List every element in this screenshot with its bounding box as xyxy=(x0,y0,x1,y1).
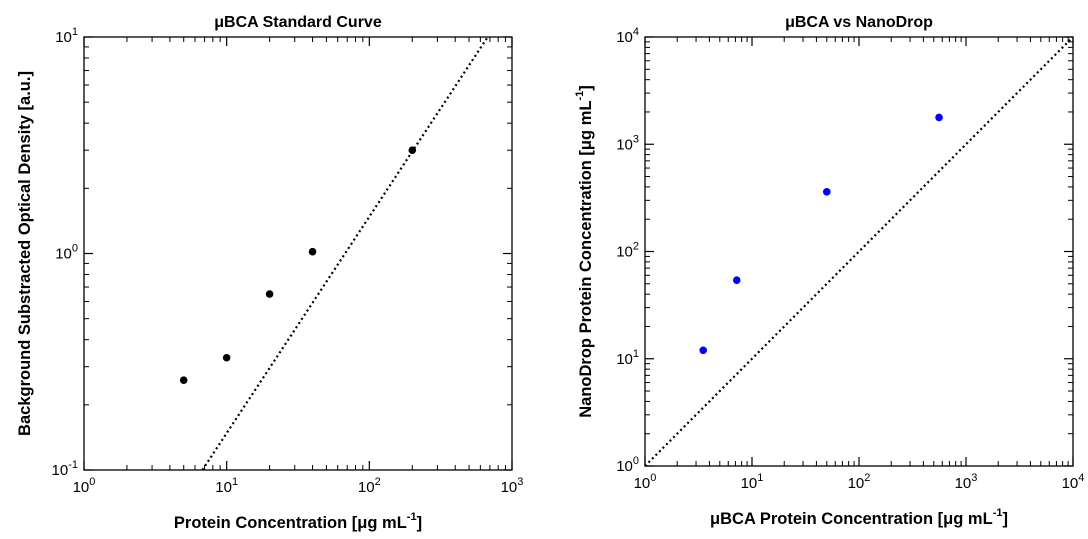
y-tick-base: 10 xyxy=(616,244,633,261)
x-tick-label: 104 xyxy=(1062,472,1085,492)
y-tick-base: 10 xyxy=(55,246,72,263)
x-axis-label-end: ] xyxy=(1002,510,1008,528)
y-tick-base: 10 xyxy=(616,136,633,153)
y-tick-exponent: -1 xyxy=(68,459,78,471)
x-tick-exponent: 1 xyxy=(757,472,763,484)
y-tick-exponent: 1 xyxy=(72,26,78,38)
x-tick-base: 10 xyxy=(73,479,90,496)
y-tick-label: 104 xyxy=(616,26,639,46)
y-tick-base: 10 xyxy=(52,462,69,479)
y-axis-label-text: NanoDrop Protein Concentration [μg mL xyxy=(577,101,595,418)
x-axis-label-superscript: -1 xyxy=(993,507,1003,519)
y-tick-exponent: 1 xyxy=(633,348,639,360)
data-point xyxy=(308,247,317,256)
x-tick-base: 10 xyxy=(1062,475,1079,492)
x-tick-exponent: 3 xyxy=(517,476,523,488)
y-tick-label: 100 xyxy=(616,455,639,475)
x-tick-label: 100 xyxy=(73,476,96,496)
y-tick-exponent: 0 xyxy=(633,455,639,467)
x-tick-label: 102 xyxy=(848,472,871,492)
x-tick-label: 103 xyxy=(955,472,978,492)
data-point xyxy=(222,353,231,362)
y-tick-label: 103 xyxy=(616,133,639,153)
data-point xyxy=(265,290,274,298)
y-axis-label-superscript: -1 xyxy=(574,91,586,101)
reference-line xyxy=(201,36,489,471)
axes-box xyxy=(644,36,1074,467)
y-tick-label: 101 xyxy=(616,348,639,368)
x-tick-exponent: 1 xyxy=(232,476,238,488)
y-tick-base: 10 xyxy=(616,29,633,46)
data-point xyxy=(732,276,741,285)
axes-box xyxy=(83,36,513,471)
y-axis-label: Background Substracted Optical Density [… xyxy=(16,71,34,436)
x-axis-label-text: μBCA Protein Concentration [μg mL xyxy=(710,510,993,528)
data-point xyxy=(935,113,943,122)
x-axis-label-superscript: -1 xyxy=(407,511,417,523)
x-tick-base: 10 xyxy=(215,479,232,496)
y-axis-label-end: ] xyxy=(577,85,595,91)
y-tick-exponent: 0 xyxy=(72,243,78,255)
y-axis-label: NanoDrop Protein Concentration [μg mL-1] xyxy=(574,85,595,417)
x-tick-exponent: 4 xyxy=(1078,472,1084,484)
x-axis-label: μBCA Protein Concentration [μg mL-1] xyxy=(710,507,1008,528)
x-tick-label: 103 xyxy=(501,476,524,496)
x-tick-base: 10 xyxy=(955,475,972,492)
x-tick-exponent: 0 xyxy=(89,476,95,488)
y-tick-label: 101 xyxy=(55,26,78,46)
y-tick-exponent: 3 xyxy=(633,133,639,145)
x-tick-label: 101 xyxy=(215,476,238,496)
x-axis-label-end: ] xyxy=(417,514,423,532)
y-tick-base: 10 xyxy=(616,351,633,368)
chart-title: μBCA Standard Curve xyxy=(214,14,382,31)
y-tick-base: 10 xyxy=(55,29,72,46)
x-tick-label: 100 xyxy=(634,472,657,492)
y-tick-label: 100 xyxy=(55,243,78,263)
data-point xyxy=(408,146,417,155)
y-tick-label: 10-1 xyxy=(52,459,78,479)
y-tick-exponent: 4 xyxy=(633,26,639,38)
y-tick-label: 102 xyxy=(616,241,639,261)
y-tick-base: 10 xyxy=(616,458,633,475)
x-tick-base: 10 xyxy=(741,475,758,492)
x-tick-base: 10 xyxy=(848,475,865,492)
data-point xyxy=(179,376,188,384)
x-axis-label: Protein Concentration [μg mL-1] xyxy=(174,511,422,532)
x-tick-base: 10 xyxy=(358,479,375,496)
x-tick-exponent: 2 xyxy=(864,472,870,484)
x-tick-label: 101 xyxy=(741,472,764,492)
reference-line xyxy=(644,36,1074,467)
x-tick-exponent: 3 xyxy=(971,472,977,484)
y-tick-exponent: 2 xyxy=(633,241,639,253)
x-tick-exponent: 2 xyxy=(375,476,381,488)
x-tick-exponent: 0 xyxy=(650,472,656,484)
x-axis-label-text: Protein Concentration [μg mL xyxy=(174,514,407,532)
x-tick-label: 102 xyxy=(358,476,381,496)
x-tick-base: 10 xyxy=(501,479,518,496)
chart-title: μBCA vs NanoDrop xyxy=(785,14,933,31)
y-axis-label-text: Background Substracted Optical Density [… xyxy=(16,71,34,436)
data-point xyxy=(699,346,708,355)
x-tick-base: 10 xyxy=(634,475,651,492)
data-point xyxy=(822,188,831,196)
